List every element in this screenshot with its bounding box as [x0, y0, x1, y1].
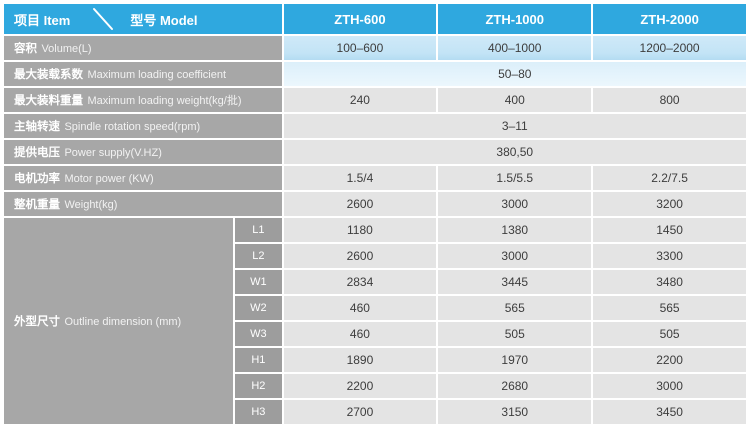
row-dimension-w3: W3 460 505 505 — [4, 322, 746, 346]
row-volume: 容积 Volume(L) 100–600 400–1000 1200–2000 — [4, 36, 746, 60]
spec-value: 2700 — [283, 400, 437, 424]
spec-value: 3000 — [438, 244, 592, 268]
dimension-sub-label: W3 — [235, 322, 282, 346]
row-loading-coefficient: 最大装载系数 Maximum loading coefficient 50–80 — [4, 62, 746, 86]
spec-value: 505 — [438, 322, 592, 346]
spec-value: 1450 — [593, 218, 746, 242]
row-label-en: Outline dimension (mm) — [64, 316, 182, 328]
row-dimension-w1: W1 2834 3445 3480 — [4, 270, 746, 294]
spec-value: 3000 — [438, 192, 592, 216]
spec-value: 460 — [283, 322, 437, 346]
table-header-row: 项目 Item 型号 Model ZTH-600 ZTH-1000 ZTH-20… — [4, 4, 746, 34]
spec-value: 1970 — [438, 348, 592, 372]
row-dimension-w2: W2 460 565 565 — [4, 296, 746, 320]
row-label: 电机功率 Motor power (KW) — [4, 166, 282, 190]
spec-value: 1.5/5.5 — [438, 166, 592, 190]
spec-value: 2200 — [593, 348, 746, 372]
row-motor-power: 电机功率 Motor power (KW) 1.5/4 1.5/5.5 2.2/… — [4, 166, 746, 190]
dimension-sub-label: H1 — [235, 348, 282, 372]
row-dimension-h3: H3 2700 3150 3450 — [4, 400, 746, 424]
spec-value-merged: 3–11 — [283, 114, 746, 138]
dimension-sub-label: H3 — [235, 400, 282, 424]
corner-model-label: 型号 Model — [130, 12, 198, 28]
spec-value: 2834 — [283, 270, 437, 294]
row-label-en: Motor power (KW) — [64, 173, 154, 185]
spec-value: 565 — [593, 296, 746, 320]
spec-value: 2600 — [283, 244, 437, 268]
spec-value: 1.5/4 — [283, 166, 437, 190]
spec-value: 3450 — [593, 400, 746, 424]
spec-value: 1380 — [438, 218, 592, 242]
dimension-sub-label: W2 — [235, 296, 282, 320]
dimension-sub-label: H2 — [235, 374, 282, 398]
row-spindle-speed: 主轴转速 Spindle rotation speed(rpm) 3–11 — [4, 114, 746, 138]
model-header-zth2000: ZTH-2000 — [593, 4, 746, 34]
spec-value: 240 — [283, 88, 437, 112]
row-label-zh: 提供电压 — [14, 147, 60, 159]
corner-header-cell: 项目 Item 型号 Model — [4, 4, 282, 34]
spec-value: 2200 — [283, 374, 437, 398]
spec-value: 400 — [438, 88, 592, 112]
spec-value: 1890 — [283, 348, 437, 372]
spec-value: 3150 — [438, 400, 592, 424]
row-label: 整机重量 Weight(kg) — [4, 192, 282, 216]
spec-value: 2.2/7.5 — [593, 166, 746, 190]
row-label: 最大装料重量 Maximum loading weight(kg/批) — [4, 88, 282, 112]
spec-value: 2600 — [283, 192, 437, 216]
model-header-zth1000: ZTH-1000 — [438, 4, 592, 34]
spec-value: 3300 — [593, 244, 746, 268]
row-power-supply: 提供电压 Power supply(V.HZ) 380,50 — [4, 140, 746, 164]
row-label: 提供电压 Power supply(V.HZ) — [4, 140, 282, 164]
row-loading-weight: 最大装料重量 Maximum loading weight(kg/批) 240 … — [4, 88, 746, 112]
dimension-sub-label: L2 — [235, 244, 282, 268]
dimension-sub-label: L1 — [235, 218, 282, 242]
spec-value: 1180 — [283, 218, 437, 242]
row-label-en: Maximum loading weight(kg/批) — [87, 95, 242, 107]
row-label-zh: 主轴转速 — [14, 121, 60, 133]
row-label: 主轴转速 Spindle rotation speed(rpm) — [4, 114, 282, 138]
spec-value: 3480 — [593, 270, 746, 294]
row-label-en: Power supply(V.HZ) — [64, 147, 162, 159]
row-label-zh: 外型尺寸 — [14, 316, 60, 328]
diagonal-divider-icon — [92, 7, 114, 31]
spec-value: 400–1000 — [438, 36, 592, 60]
row-label: 容积 Volume(L) — [4, 36, 282, 60]
corner-item-label: 项目 Item — [14, 12, 71, 28]
row-label-en: Volume(L) — [41, 43, 92, 55]
row-label-zh: 最大装载系数 — [14, 69, 83, 81]
spec-value: 2680 — [438, 374, 592, 398]
row-machine-weight: 整机重量 Weight(kg) 2600 3000 3200 — [4, 192, 746, 216]
row-label-en: Weight(kg) — [64, 199, 118, 211]
row-dimension-h2: H2 2200 2680 3000 — [4, 374, 746, 398]
row-label-zh: 最大装料重量 — [14, 95, 83, 107]
row-label-en: Spindle rotation speed(rpm) — [64, 121, 201, 133]
row-label-zh: 整机重量 — [14, 199, 60, 211]
row-label-zh: 容积 — [14, 43, 37, 55]
row-label-zh: 电机功率 — [14, 173, 60, 185]
spec-value: 3200 — [593, 192, 746, 216]
row-label: 最大装载系数 Maximum loading coefficient — [4, 62, 282, 86]
dimension-group-label: 外型尺寸 Outline dimension (mm) — [4, 218, 234, 424]
dimension-sub-label: W1 — [235, 270, 282, 294]
spec-value: 565 — [438, 296, 592, 320]
row-dimension-h1: H1 1890 1970 2200 — [4, 348, 746, 372]
row-dimension-l2: L2 2600 3000 3300 — [4, 244, 746, 268]
spec-value: 3000 — [593, 374, 746, 398]
spec-value: 1200–2000 — [593, 36, 746, 60]
spec-value-merged: 50–80 — [283, 62, 746, 86]
spec-value: 460 — [283, 296, 437, 320]
spec-value-merged: 380,50 — [283, 140, 746, 164]
spec-value: 800 — [593, 88, 746, 112]
spec-value: 505 — [593, 322, 746, 346]
row-dimension-l1: 外型尺寸 Outline dimension (mm) L1 1180 1380… — [4, 218, 746, 424]
spec-value: 3445 — [438, 270, 592, 294]
model-header-zth600: ZTH-600 — [283, 4, 437, 34]
row-label-en: Maximum loading coefficient — [87, 69, 227, 81]
spec-value: 100–600 — [283, 36, 437, 60]
